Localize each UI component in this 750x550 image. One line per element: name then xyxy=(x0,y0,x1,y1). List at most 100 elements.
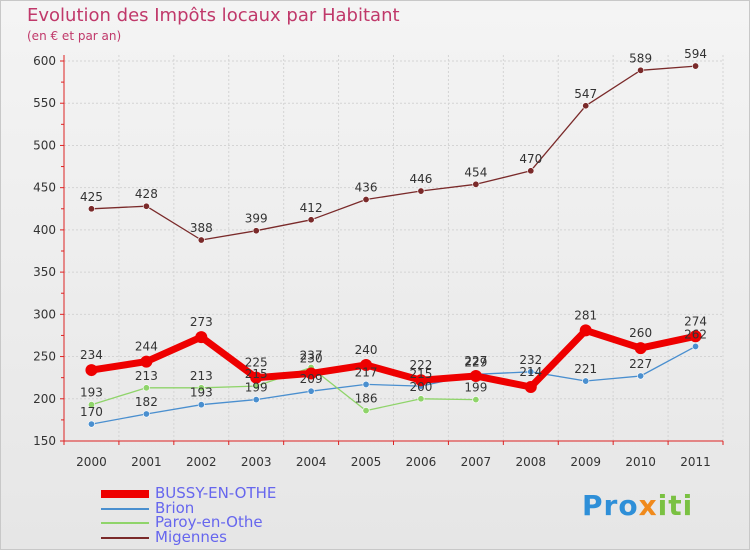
series-line-brion xyxy=(91,345,696,425)
data-label-bussy-en-othe: 222 xyxy=(410,358,433,372)
series-line-bussy-en-othe xyxy=(90,326,697,391)
ytick-label: 200 xyxy=(33,392,56,406)
data-point-bussy-en-othe xyxy=(634,342,647,355)
series xyxy=(85,62,702,428)
ytick-label: 350 xyxy=(33,265,56,279)
data-point-paroy-en-othe xyxy=(472,396,480,404)
proxiti-logo: Proxiti xyxy=(582,489,694,522)
data-point-bussy-en-othe xyxy=(140,355,153,368)
data-label-paroy-en-othe: 186 xyxy=(355,392,378,406)
data-label-bussy-en-othe: 281 xyxy=(574,308,597,322)
data-point-brion xyxy=(527,368,535,376)
data-label-migennes: 470 xyxy=(519,152,542,166)
data-point-migennes xyxy=(582,102,590,110)
legend-swatch-migennes xyxy=(101,536,149,539)
legend-swatch-paroy xyxy=(101,522,149,524)
data-label-bussy-en-othe: 240 xyxy=(355,343,378,357)
grid xyxy=(63,55,724,442)
data-label-bussy-en-othe: 227 xyxy=(464,354,487,368)
data-label-migennes: 547 xyxy=(574,87,597,101)
xtick-label: 2002 xyxy=(186,455,217,469)
data-label-brion: 217 xyxy=(355,365,378,379)
legend-label-paroy: Paroy-en-Othe xyxy=(155,513,263,531)
data-point-migennes xyxy=(197,236,205,244)
data-label-bussy-en-othe: 225 xyxy=(245,356,268,370)
data-label-brion: 193 xyxy=(190,386,213,400)
data-label-brion: 215 xyxy=(410,367,433,381)
legend-swatch-bussy xyxy=(101,490,149,498)
data-label-brion: 232 xyxy=(519,353,542,367)
data-label-migennes: 412 xyxy=(300,201,323,215)
data-point-brion xyxy=(197,401,205,409)
xtick-label: 2005 xyxy=(351,455,382,469)
legend-label-bussy: BUSSY-EN-OTHE xyxy=(155,484,277,502)
data-label-bussy-en-othe: 230 xyxy=(300,351,323,365)
data-label-paroy-en-othe: 200 xyxy=(410,380,433,394)
data-point-brion xyxy=(307,387,315,395)
data-point-paroy-en-othe xyxy=(417,395,425,403)
xtick-label: 2010 xyxy=(625,455,656,469)
ytick-label: 450 xyxy=(33,181,56,195)
data-point-bussy-en-othe xyxy=(195,331,208,344)
xtick-label: 2004 xyxy=(296,455,327,469)
data-point-migennes xyxy=(527,167,535,175)
data-point-bussy-en-othe xyxy=(469,369,482,382)
ytick-label: 600 xyxy=(33,54,56,68)
xtick-label: 2006 xyxy=(406,455,437,469)
data-point-paroy-en-othe xyxy=(87,401,95,409)
data-point-brion xyxy=(692,342,700,350)
data-point-brion xyxy=(142,410,150,418)
data-point-migennes xyxy=(472,180,480,188)
data-label-bussy-en-othe: 273 xyxy=(190,315,213,329)
data-label-paroy-en-othe: 199 xyxy=(464,381,487,395)
legend-swatch-brion xyxy=(101,507,149,510)
axes: 150 200 250 300 350 400 450 500 550 600 2000 2001 20… xyxy=(33,54,724,469)
xtick-label: 2001 xyxy=(131,455,162,469)
ytick-label: 500 xyxy=(33,138,56,152)
data-point-paroy-en-othe xyxy=(362,407,370,415)
data-label-migennes: 589 xyxy=(629,51,652,65)
data-point-migennes xyxy=(362,195,370,203)
legend-label-migennes: Migennes xyxy=(155,527,227,546)
data-label-migennes: 454 xyxy=(464,165,487,179)
data-point-paroy-en-othe xyxy=(142,384,150,392)
data-label-brion: 229 xyxy=(464,355,487,369)
data-point-bussy-en-othe xyxy=(360,359,373,371)
data-point-brion xyxy=(637,372,645,380)
legend-label-brion: Brion xyxy=(155,498,195,517)
data-point-migennes xyxy=(87,205,95,213)
data-point-bussy-en-othe xyxy=(250,371,263,384)
ytick-label: 300 xyxy=(33,307,56,321)
data-label-brion: 182 xyxy=(135,395,158,409)
data-label-migennes: 446 xyxy=(410,172,433,186)
series-line-migennes xyxy=(91,65,696,241)
data-point-migennes xyxy=(637,66,645,74)
data-point-migennes xyxy=(307,216,315,224)
data-label-bussy-en-othe: 244 xyxy=(135,340,158,354)
data-labels: 425 428 388 399 412 436 446 454 470 547 589 594 170 1… xyxy=(80,47,707,419)
data-label-paroy-en-othe: 237 xyxy=(300,349,323,363)
xtick-label: 2007 xyxy=(461,455,492,469)
data-label-paroy-en-othe: 213 xyxy=(190,369,213,383)
data-label-migennes: 399 xyxy=(245,212,268,226)
data-label-paroy-en-othe: 213 xyxy=(135,369,158,383)
data-label-migennes: 425 xyxy=(80,190,103,204)
data-label-bussy-en-othe: 274 xyxy=(684,314,707,328)
data-label-brion: 262 xyxy=(684,327,707,341)
data-label-migennes: 436 xyxy=(355,180,378,194)
data-label-brion: 221 xyxy=(574,362,597,376)
xtick-label: 2011 xyxy=(680,455,711,469)
ytick-label: 550 xyxy=(33,96,56,110)
data-label-migennes: 388 xyxy=(190,221,213,235)
ytick-label: 250 xyxy=(33,350,56,364)
xtick-label: 2003 xyxy=(241,455,272,469)
ytick-label: 150 xyxy=(33,434,56,448)
data-point-paroy-en-othe xyxy=(197,384,205,392)
chart-subtitle: (en € et par an) xyxy=(27,29,122,43)
data-point-bussy-en-othe xyxy=(305,367,318,380)
data-label-migennes: 594 xyxy=(684,47,707,61)
xtick-label: 2000 xyxy=(76,455,107,469)
data-point-brion xyxy=(362,380,370,388)
data-point-migennes xyxy=(142,202,150,210)
